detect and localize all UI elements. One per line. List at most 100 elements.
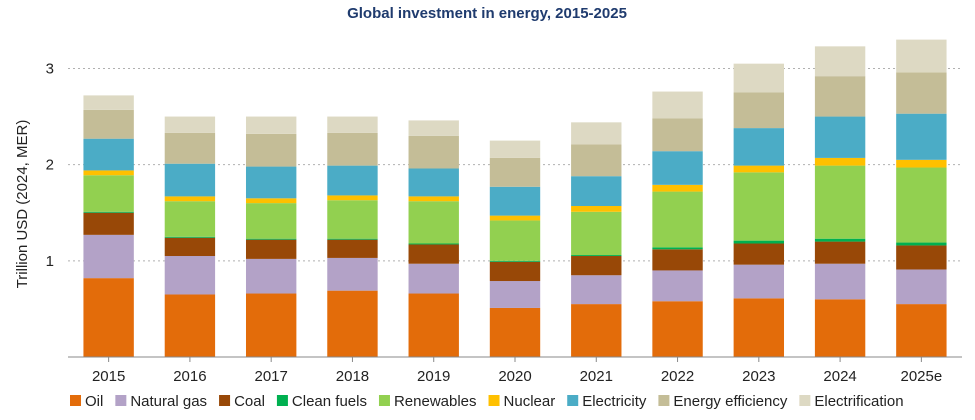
bar-segment [571,122,622,145]
legend-swatch [799,395,811,406]
y-axis-label: Trillion USD (2024, MER) [14,120,31,289]
bar-segment [652,118,703,152]
bar-segment [408,243,459,245]
bar-stack [83,95,134,357]
bar-segment [571,206,622,212]
bar-segment [83,278,134,357]
bar-stack [814,46,866,357]
bar-stack [896,39,947,357]
x-tick-label: 2025e [901,368,943,385]
bar-stack [733,63,785,357]
bar-segment [896,304,947,357]
bar-segment [652,249,703,271]
bar-segment [408,201,459,244]
chart-title: Global investment in energy, 2015-2025 [347,5,627,22]
legend-item: Nuclear [488,393,555,410]
x-tick-label: 2022 [661,368,694,385]
bar-segment [489,281,541,308]
bar-segment [814,116,866,158]
y-tick-label: 2 [46,157,54,174]
x-tick-label: 2021 [580,368,613,385]
bar-stack [408,120,459,357]
bar-segment [571,211,622,256]
bar-segment [327,200,378,239]
legend-swatch [219,395,231,406]
legend-item: Natural gas [115,393,207,410]
x-tick-label: 2015 [92,368,125,385]
bar-segment [164,116,216,133]
legend-swatch [70,395,81,406]
bar-segment [896,242,947,246]
bar-segment [83,95,134,110]
x-tick-label: 2017 [254,368,287,385]
bar-stack [652,91,703,357]
bar-segment [489,215,541,221]
bar-segment [83,234,134,279]
bar-stack [571,122,622,357]
legend-item: Renewables [378,393,477,410]
legend-item: Coal [219,393,265,410]
bar-segment [733,92,785,129]
bar-segment [164,163,216,197]
y-axis: 1 2 3 [46,60,54,269]
bar-segment [733,172,785,241]
legend-label: Coal [234,393,265,410]
bar-segment [164,236,216,238]
bar-segment [83,138,134,171]
bar-segment [814,238,866,242]
bar-segment [83,212,134,235]
bar-segment [245,239,297,259]
legend-swatch [115,395,127,406]
bar-segment [571,144,622,177]
bar-segment [327,238,378,240]
bar-segment [733,264,785,299]
bar-segment [83,211,134,213]
legend-item: Energy efficiency [658,393,788,410]
bar-segment [327,290,378,357]
legend-item: Electricity [567,393,647,410]
bar-segment [245,293,297,357]
legend-swatch [567,395,579,406]
bar-segment [652,91,703,119]
bar-segment [733,243,785,265]
bar-segment [164,294,216,357]
bar-segment [245,133,297,167]
x-tick-label: 2019 [417,368,450,385]
bar-segment [652,184,703,192]
legend-label: Oil [85,393,103,410]
x-tick-label: 2018 [336,368,369,385]
bar-segment [896,113,947,160]
bar-segment [733,63,785,93]
bar-segment [408,135,459,169]
bar-segment [896,167,947,243]
bar-segment [896,39,947,73]
bar-segment [489,140,541,158]
bar-segment [489,220,541,261]
bar-segment [733,165,785,173]
bar-segment [896,72,947,114]
bar-segment [408,196,459,202]
bar-segment [733,240,785,244]
bar-segment [814,165,866,239]
legend-swatch [276,395,288,406]
bar-segment [733,128,785,166]
bar-segment [571,256,622,276]
bar-segment [83,109,134,139]
legend: Oil Natural gas Coal Clean fuels Renewables N… [70,393,904,410]
legend-swatch [378,395,390,406]
bars [83,39,947,357]
legend-swatch [488,395,500,406]
bar-segment [327,195,378,201]
bar-segment [896,269,947,305]
bar-segment [83,170,134,176]
bar-stack [489,140,541,357]
bar-segment [489,307,541,357]
bar-segment [408,120,459,136]
bar-segment [245,116,297,134]
legend-label: Renewables [394,393,477,410]
x-axis: 2015 2016 2017 2018 2019 2020 2021 2022 2023 2024… [92,357,942,385]
bar-segment [814,241,866,264]
bar-segment [489,260,541,262]
bar-segment [489,157,541,187]
bar-segment [164,132,216,164]
